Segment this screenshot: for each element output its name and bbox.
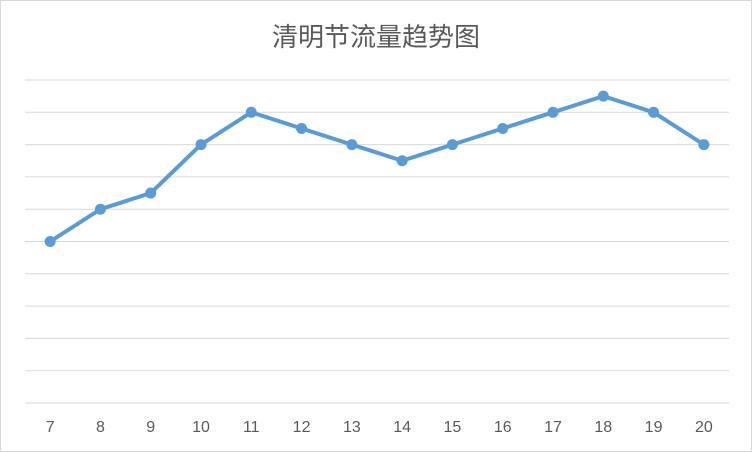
data-point (698, 139, 710, 151)
x-tick-label: 14 (393, 419, 411, 436)
x-tick-label: 11 (243, 419, 260, 436)
x-tick-label: 9 (146, 419, 155, 436)
data-point (446, 139, 458, 151)
x-tick-label: 15 (444, 419, 462, 436)
data-point (597, 90, 609, 102)
chart-title: 清明节流量趋势图 (271, 23, 480, 53)
x-tick-label: 20 (695, 419, 713, 436)
x-tick-label: 8 (96, 419, 105, 436)
x-tick-label: 18 (594, 419, 612, 436)
data-point (396, 155, 408, 167)
data-point (245, 106, 257, 118)
data-point (547, 106, 559, 118)
data-point (497, 122, 509, 134)
data-point (346, 139, 358, 151)
data-point (94, 203, 106, 215)
x-tick-label: 10 (192, 419, 210, 436)
data-point (195, 139, 207, 151)
x-tick-label: 13 (343, 419, 361, 436)
x-tick-label: 19 (645, 419, 663, 436)
x-tick-label: 7 (46, 419, 55, 436)
data-point (145, 187, 157, 199)
data-point (44, 236, 56, 247)
x-tick-label: 17 (544, 419, 562, 436)
data-point (648, 106, 660, 118)
x-tick-label: 16 (494, 419, 512, 436)
data-point (296, 122, 308, 134)
series-line (48, 94, 706, 244)
x-tick-label: 12 (293, 419, 311, 436)
